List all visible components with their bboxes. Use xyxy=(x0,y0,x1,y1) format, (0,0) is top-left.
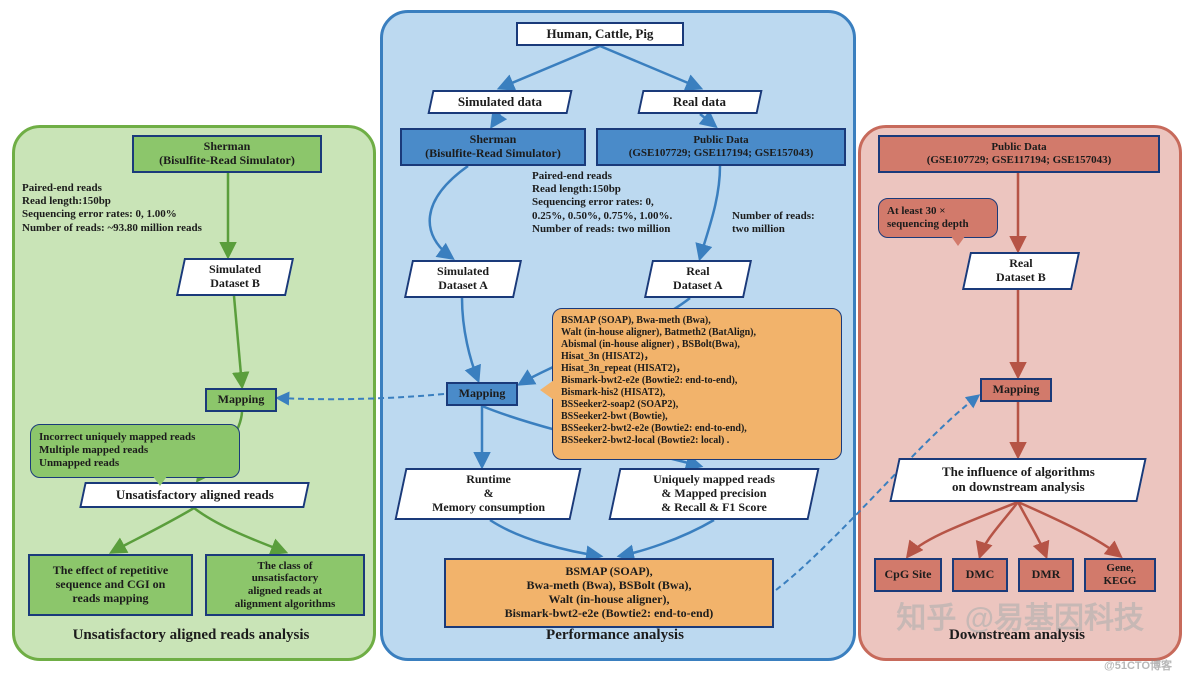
node-influence: The influence of algorithmson downstream… xyxy=(889,458,1146,502)
callout-green_cal: Incorrect uniquely mapped readsMultiple … xyxy=(30,424,240,478)
node-sherman_l: Sherman(Bisulfite-Read Simulator) xyxy=(132,135,322,173)
node-realdata: Real data xyxy=(637,90,762,114)
node-map_l: Mapping xyxy=(205,388,277,412)
node-sim_b: SimulatedDataset B xyxy=(176,258,294,296)
node-sherman_c: Sherman(Bisulfite-Read Simulator) xyxy=(400,128,586,166)
node-pubdata_r: Public Data(GSE107729; GSE117194; GSE157… xyxy=(878,135,1160,173)
node-dmr: DMR xyxy=(1018,558,1074,592)
node-eff_r: The class ofunsatisfactoryaligned reads … xyxy=(205,554,365,616)
node-pubdata_c: Public Data(GSE107729; GSE117194; GSE157… xyxy=(596,128,846,166)
node-simdata: Simulated data xyxy=(427,90,572,114)
node-pubdata_c-label: Public Data(GSE107729; GSE117194; GSE157… xyxy=(629,134,814,159)
node-map_c-label: Mapping xyxy=(459,387,506,401)
node-eff_l: The effect of repetitivesequence and CGI… xyxy=(28,554,193,616)
node-sim_a: SimulatedDataset A xyxy=(404,260,522,298)
node-runtime: Runtime&Memory consumption xyxy=(394,468,581,520)
node-dmc-label: DMC xyxy=(966,568,995,582)
callout-red_cal: At least 30 ×sequencing depth xyxy=(878,198,998,238)
node-real_a: RealDataset A xyxy=(644,260,752,298)
node-eff_l-label: The effect of repetitivesequence and CGI… xyxy=(53,564,168,605)
annot-c_reads: Number of reads:two million xyxy=(732,210,842,236)
annot-l_params: Paired-end readsRead length:150bpSequenc… xyxy=(22,182,282,235)
node-realdata-label: Real data xyxy=(673,95,726,110)
node-unsat-label: Unsatisfactory aligned reads xyxy=(116,488,274,503)
node-gene: Gene,KEGG xyxy=(1084,558,1156,592)
watermark-small: @51CTO博客 xyxy=(1104,657,1172,673)
node-best-label: BSMAP (SOAP),Bwa-meth (Bwa), BSBolt (Bwa… xyxy=(505,565,714,620)
node-eff_r-label: The class ofunsatisfactoryaligned reads … xyxy=(235,560,336,611)
node-real_b: RealDataset B xyxy=(962,252,1080,290)
node-simdata-label: Simulated data xyxy=(458,95,542,110)
node-hcp-label: Human, Cattle, Pig xyxy=(547,27,654,42)
annot-c_params: Paired-end readsRead length:150bpSequenc… xyxy=(532,170,732,236)
node-sim_b-label: SimulatedDataset B xyxy=(209,263,261,291)
callout-orange_cal: BSMAP (SOAP), Bwa-meth (Bwa),Walt (in-ho… xyxy=(552,308,842,460)
node-cpg: CpG Site xyxy=(874,558,942,592)
node-best: BSMAP (SOAP),Bwa-meth (Bwa), BSBolt (Bwa… xyxy=(444,558,774,628)
node-map_r-label: Mapping xyxy=(993,383,1040,397)
node-map_r: Mapping xyxy=(980,378,1052,402)
node-pubdata_r-label: Public Data(GSE107729; GSE117194; GSE157… xyxy=(927,141,1112,166)
callout-red_cal-tail xyxy=(948,232,968,246)
node-real_b-label: RealDataset B xyxy=(996,257,1046,285)
callout-orange_cal-tail xyxy=(540,380,554,400)
node-runtime-label: Runtime&Memory consumption xyxy=(432,473,545,514)
callout-green_cal-tail xyxy=(150,472,170,486)
node-unsat: Unsatisfactory aligned reads xyxy=(79,482,310,508)
node-dmr-label: DMR xyxy=(1032,568,1061,582)
node-uniq: Uniquely mapped reads& Mapped precision&… xyxy=(608,468,819,520)
node-map_c: Mapping xyxy=(446,382,518,406)
title-center: Performance analysis xyxy=(380,627,850,644)
title-left: Unsatisfactory aligned reads analysis xyxy=(12,627,370,644)
node-cpg-label: CpG Site xyxy=(884,568,931,582)
node-sim_a-label: SimulatedDataset A xyxy=(437,265,489,293)
watermark-main: 知乎 @易基因科技 xyxy=(896,593,1144,637)
node-real_a-label: RealDataset A xyxy=(673,265,723,293)
node-map_l-label: Mapping xyxy=(218,393,265,407)
node-sherman_c-label: Sherman(Bisulfite-Read Simulator) xyxy=(425,133,561,161)
node-dmc: DMC xyxy=(952,558,1008,592)
node-gene-label: Gene,KEGG xyxy=(1103,562,1136,587)
node-influence-label: The influence of algorithmson downstream… xyxy=(942,465,1095,495)
node-sherman_l-label: Sherman(Bisulfite-Read Simulator) xyxy=(159,140,295,168)
node-uniq-label: Uniquely mapped reads& Mapped precision&… xyxy=(653,473,775,514)
node-hcp: Human, Cattle, Pig xyxy=(516,22,684,46)
